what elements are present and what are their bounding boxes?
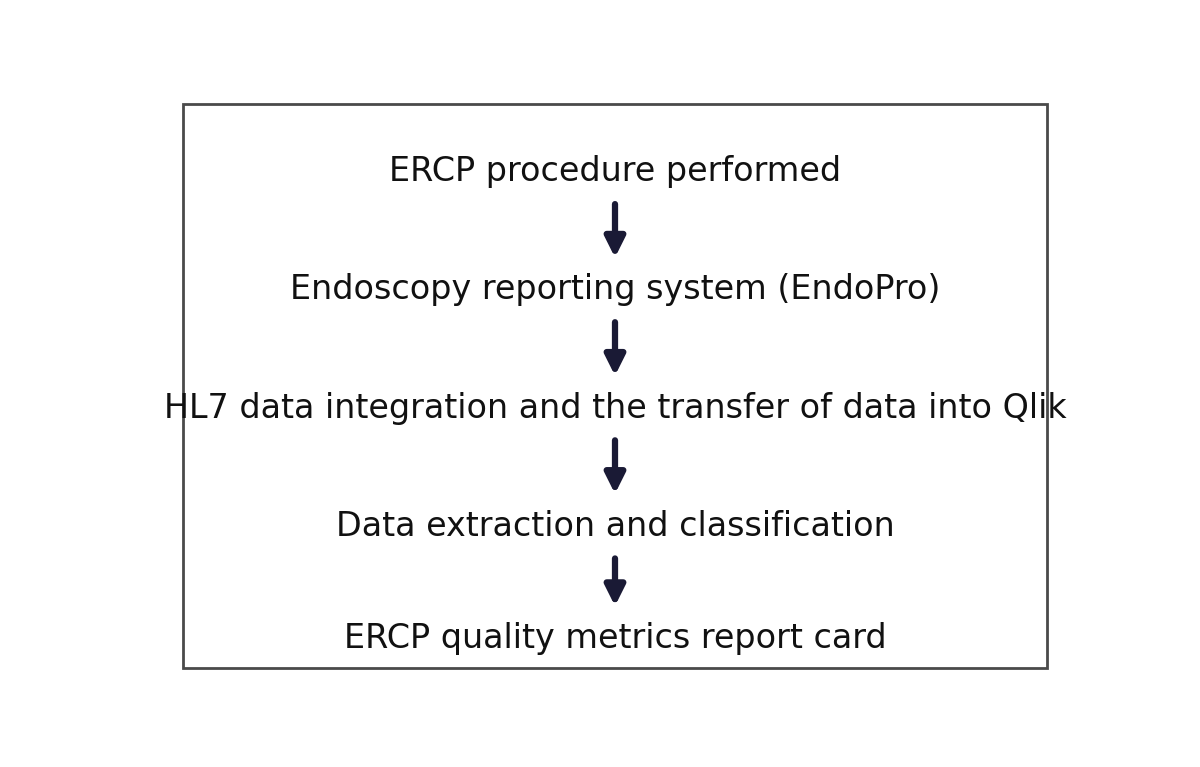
Text: Endoscopy reporting system (EndoPro): Endoscopy reporting system (EndoPro) [290, 273, 940, 306]
Text: ERCP procedure performed: ERCP procedure performed [389, 155, 841, 188]
Text: HL7 data integration and the transfer of data into Qlik: HL7 data integration and the transfer of… [163, 391, 1067, 424]
Text: Data extraction and classification: Data extraction and classification [336, 509, 894, 542]
Text: ERCP quality metrics report card: ERCP quality metrics report card [343, 622, 887, 655]
